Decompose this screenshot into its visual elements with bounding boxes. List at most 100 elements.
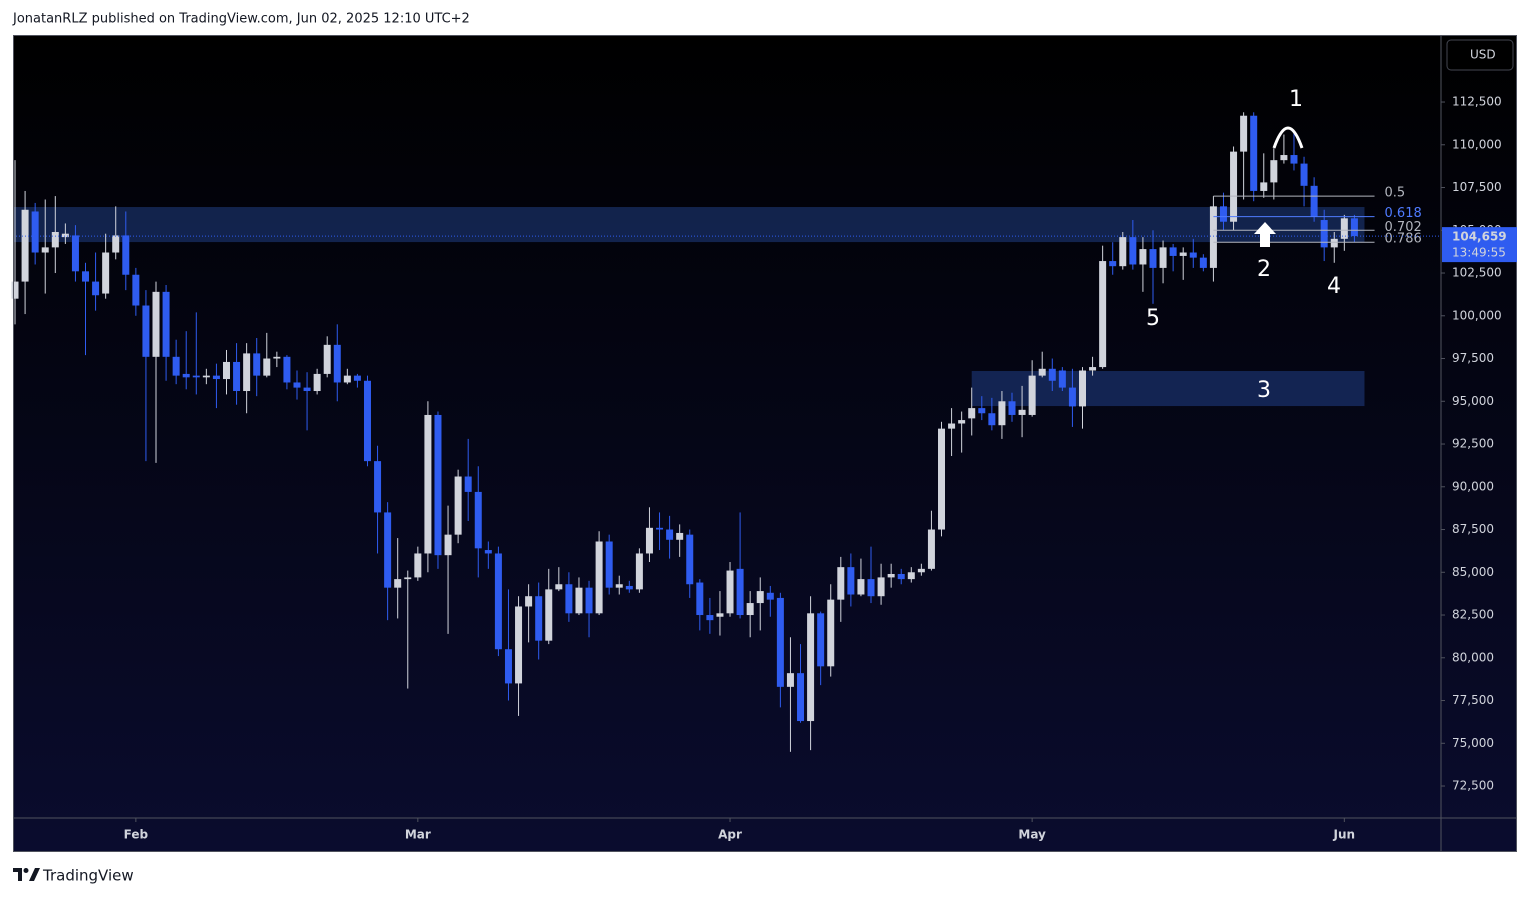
candle-body	[797, 673, 805, 722]
candle-body	[1139, 249, 1147, 265]
candle-body	[152, 291, 160, 357]
candle-body	[1350, 218, 1358, 237]
candle-body	[51, 231, 59, 248]
y-tick-label: 97,500	[1452, 351, 1494, 365]
candle-body	[575, 587, 583, 614]
x-tick-label: Feb	[124, 828, 149, 842]
chart-background	[13, 35, 1517, 852]
y-tick-label: 107,500	[1452, 180, 1502, 194]
candles	[11, 112, 1358, 752]
candle-body	[1209, 206, 1217, 268]
candle-body	[323, 344, 331, 374]
candle-body	[968, 408, 976, 419]
candle-body	[615, 584, 623, 588]
candle-body	[585, 587, 593, 614]
candle-body	[635, 553, 643, 590]
candle-body	[162, 291, 170, 357]
candle-body	[313, 373, 321, 392]
candle-body	[434, 414, 442, 556]
candle-body	[927, 529, 935, 569]
candle-body	[374, 461, 382, 513]
candle-body	[1310, 185, 1318, 217]
candle-body	[333, 344, 341, 383]
candle-body	[1048, 368, 1056, 381]
candle-body	[545, 589, 553, 641]
candle-body	[122, 235, 130, 275]
fib-label: 0.5	[1385, 186, 1406, 201]
candle-body	[363, 380, 371, 462]
x-tick-label: May	[1018, 828, 1046, 842]
candle-body	[1149, 249, 1157, 268]
candle-body	[525, 596, 533, 607]
candle-body	[1270, 160, 1278, 183]
annotation: 4	[1327, 274, 1341, 299]
candle-body	[1028, 375, 1036, 415]
candle-body	[71, 235, 79, 272]
candle-body	[1008, 401, 1016, 415]
candle-body	[656, 527, 664, 530]
candle-body	[555, 584, 563, 590]
candle-body	[1330, 238, 1338, 248]
candle-body	[726, 570, 734, 614]
currency-button[interactable]	[1446, 39, 1514, 71]
annotation: 5	[1146, 306, 1160, 331]
candle-body	[837, 567, 845, 600]
candle-body	[535, 596, 543, 641]
annotation: 1	[1289, 87, 1303, 112]
candle-body	[756, 591, 764, 604]
candle-body	[474, 491, 482, 549]
candle-body	[1089, 367, 1097, 371]
candle-body	[1129, 237, 1137, 265]
candle-body	[454, 476, 462, 535]
y-tick-label: 72,500	[1452, 779, 1494, 793]
candle-body	[243, 353, 251, 392]
footer-logo	[13, 868, 40, 881]
currency[interactable]: USD	[1470, 48, 1496, 62]
candle-body	[82, 271, 90, 282]
candle-body	[645, 527, 653, 554]
candle-body	[948, 423, 956, 429]
candle-body	[817, 613, 825, 667]
candle-body	[786, 673, 794, 687]
candle-body	[192, 375, 200, 378]
y-tick-label: 102,500	[1452, 266, 1502, 280]
candle-body	[907, 572, 915, 580]
candle-body	[1058, 370, 1066, 388]
y-tick-label: 112,500	[1452, 95, 1502, 109]
candle-body	[464, 476, 472, 492]
candle-body	[494, 553, 502, 650]
candle-body	[31, 211, 39, 253]
candle-body	[1159, 247, 1167, 268]
candle-body	[132, 274, 140, 306]
y-tick-label: 77,500	[1452, 693, 1494, 707]
arrow-annotation	[1254, 222, 1276, 247]
fib-label: 0.702	[1385, 220, 1422, 235]
axes: 72,500 75,000 77,500 80,000 82,500 85,000 87,5…	[124, 95, 1517, 842]
candle-body	[938, 428, 946, 530]
candle-body	[1099, 261, 1107, 368]
candle-body	[595, 541, 603, 614]
candle-body	[736, 568, 744, 616]
candle-body	[1219, 206, 1227, 222]
candle-body	[504, 649, 512, 684]
candle-body	[202, 375, 210, 378]
candle-body	[1119, 237, 1127, 267]
candle-body	[112, 235, 120, 253]
candle-body	[887, 573, 895, 578]
candle-body	[666, 529, 674, 540]
y-tick-label: 100,000	[1452, 308, 1502, 322]
candle-body	[293, 382, 301, 388]
candle-body	[1300, 163, 1308, 186]
footer-brand: TradingView	[42, 867, 134, 885]
frame	[13, 35, 1517, 852]
candle-body	[233, 361, 241, 392]
candle-body	[61, 233, 69, 238]
candle-body	[353, 375, 361, 381]
candle-body	[102, 252, 110, 294]
y-tick-label: 87,500	[1452, 522, 1494, 536]
candle-body	[303, 387, 311, 392]
arc-annotation	[1272, 126, 1304, 149]
candle-body	[917, 568, 925, 573]
candle-body	[686, 534, 694, 585]
